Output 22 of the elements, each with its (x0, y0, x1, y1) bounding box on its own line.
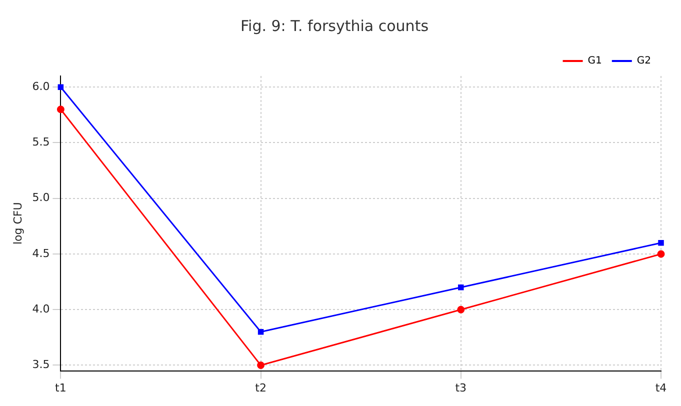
y-tick-label: 5.5 (32, 136, 50, 149)
point (457, 306, 465, 314)
y-tick-label: 4.5 (32, 246, 50, 260)
y-tick-label: 5.0 (32, 191, 50, 204)
point (258, 328, 264, 335)
point (657, 250, 665, 258)
y-tick-label: 4.0 (32, 302, 50, 316)
y-axis-title: log CFU (11, 202, 24, 245)
y-tick-label: 6.0 (32, 80, 50, 93)
y-tick-label: 3.5 (32, 358, 50, 372)
point (658, 240, 664, 246)
point (58, 84, 64, 90)
x-tick-label: t3 (455, 381, 467, 394)
x-tick-label: t4 (655, 381, 667, 394)
x-tick-label: t2 (255, 381, 266, 394)
x-tick-label: t1 (55, 381, 66, 394)
point (458, 284, 464, 290)
legend-label: G2 (636, 56, 652, 67)
point (257, 361, 265, 369)
chart-title: Fig. 9: T. forsythia counts (240, 16, 429, 35)
point (56, 106, 64, 114)
legend-label: G1 (588, 56, 602, 67)
